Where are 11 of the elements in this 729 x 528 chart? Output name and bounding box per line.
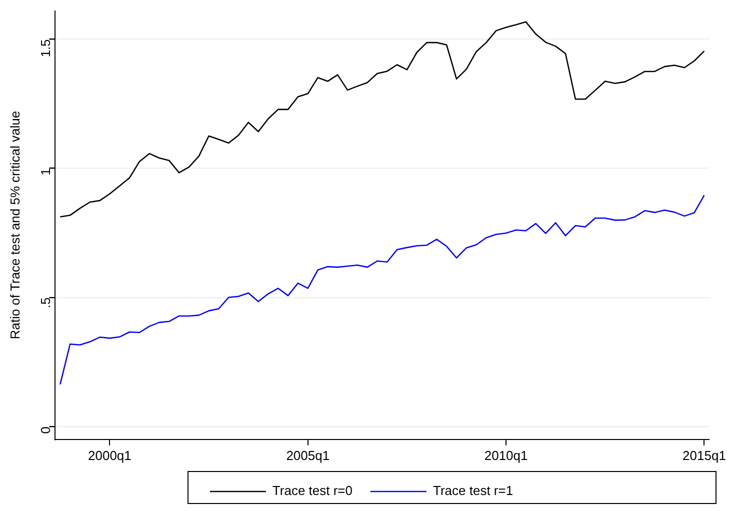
- y-tick-label: 1: [38, 168, 53, 176]
- x-tick-label: 2005q1: [286, 448, 330, 463]
- y-tick-label: .5: [38, 297, 53, 308]
- x-tick-label: 2000q1: [88, 448, 132, 463]
- y-tick-label: 0: [38, 426, 53, 434]
- legend-label: Trace test r=1: [433, 483, 514, 498]
- legend-label: Trace test r=0: [272, 483, 352, 498]
- y-axis-title: Ratio of Trace test and 5% critical value: [7, 110, 22, 340]
- x-tick-label: 2015q1: [682, 448, 726, 463]
- x-tick-label: 2010q1: [484, 448, 528, 463]
- y-tick-label: 1.5: [38, 39, 53, 58]
